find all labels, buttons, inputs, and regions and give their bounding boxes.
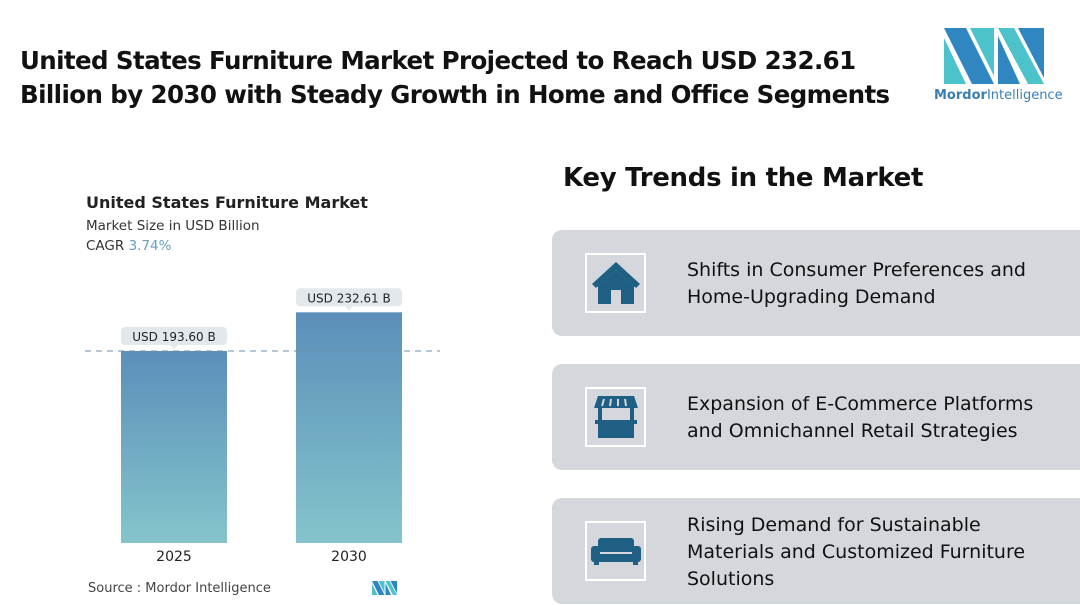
data-label-bg — [121, 326, 227, 345]
trend-line: Expansion of E-Commerce Platforms — [687, 393, 1034, 415]
x-tick-label: 2025 — [156, 549, 192, 565]
mordor-small-logo-icon — [372, 581, 397, 595]
page-title: United States Furniture Market Projected… — [20, 44, 890, 112]
trend-line: Solutions — [687, 568, 775, 590]
data-label-bg — [296, 288, 402, 307]
trend-card: Expansion of E-Commerce Platforms and Omn… — [552, 364, 1080, 470]
data-label: USD 193.60 B — [132, 330, 216, 344]
logo-text: MordorIntelligence — [934, 88, 1063, 103]
bar-2030 — [296, 312, 402, 543]
data-label-pointer — [345, 306, 353, 311]
sofa-icon — [585, 521, 646, 581]
house-icon — [585, 253, 646, 313]
logo-text-light: Intelligence — [986, 88, 1063, 103]
trend-line: Materials and Customized Furniture — [687, 541, 1026, 563]
chart-subtitle: Market Size in USD Billion — [86, 218, 260, 234]
chart-source: Source : Mordor Intelligence — [88, 581, 271, 596]
trend-text: Expansion of E-Commerce Platforms and Omn… — [687, 391, 1033, 445]
bar-2025 — [121, 350, 227, 543]
trend-text: Shifts in Consumer Preferences and Home-U… — [687, 257, 1026, 311]
storefront-icon — [585, 387, 646, 447]
data-label-pointer — [170, 344, 178, 349]
chart-title: United States Furniture Market — [86, 193, 368, 212]
cagr-label: CAGR — [86, 238, 125, 254]
title-line-1: United States Furniture Market Projected… — [20, 46, 856, 75]
trend-line: Rising Demand for Sustainable — [687, 514, 981, 536]
data-label: USD 232.61 B — [307, 291, 391, 305]
key-trends-heading: Key Trends in the Market — [563, 163, 924, 193]
trend-line: Home-Upgrading Demand — [687, 286, 936, 308]
cagr-value: 3.74% — [128, 238, 172, 254]
chart-cagr: CAGR 3.74% — [86, 238, 171, 254]
trend-line: and Omnichannel Retail Strategies — [687, 420, 1018, 442]
trend-card: Shifts in Consumer Preferences and Home-U… — [552, 230, 1080, 336]
x-tick-label: 2030 — [331, 549, 367, 565]
bar-chart: USD 193.60 B 2025 USD 232.61 B 2030 — [85, 288, 440, 565]
trend-card: Rising Demand for Sustainable Materials a… — [552, 498, 1080, 604]
trend-text: Rising Demand for Sustainable Materials a… — [687, 512, 1025, 593]
mordor-logo-icon — [944, 28, 1044, 84]
logo-text-bold: Mordor — [934, 88, 987, 103]
trend-line: Shifts in Consumer Preferences and — [687, 259, 1026, 281]
title-line-2: Billion by 2030 with Steady Growth in Ho… — [20, 80, 890, 109]
